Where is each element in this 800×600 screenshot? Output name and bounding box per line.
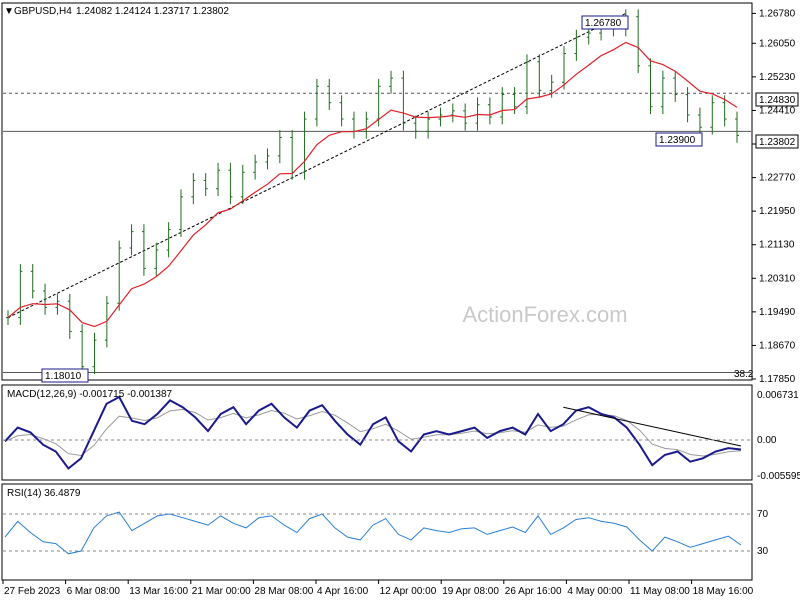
macd-tick-bottom: -0.005595 [757, 471, 800, 482]
price-tick-label: 1.21950 [759, 206, 796, 217]
macd-signal-line [4, 408, 742, 457]
time-axis: 27 Feb 2023 6 Mar 08:00 13 Mar 16:00 21 Mar… [2, 580, 754, 597]
time-tick-label: 21 Mar 00:00 [192, 586, 251, 597]
price-axis: 1.267801.260501.252301.244101.235901.227… [752, 8, 796, 385]
time-tick-label: 4 Apr 16:00 [317, 586, 369, 597]
ohlc-label: 1.24082 1.24124 1.23717 1.23802 [76, 6, 229, 17]
resistance-price-tag: 1.24830 [755, 92, 799, 107]
time-tick-label: 27 Feb 2023 [4, 586, 61, 597]
macd-main-line [4, 395, 742, 470]
time-tick-label: 26 Apr 16:00 [505, 586, 562, 597]
time-tick-label: 19 Apr 08:00 [442, 586, 499, 597]
time-tick-label: 13 Mar 16:00 [129, 586, 188, 597]
price-tick-label: 1.18670 [759, 340, 796, 351]
svg-text:1.18010: 1.18010 [45, 371, 82, 382]
time-tick-label: 11 May 08:00 [630, 586, 690, 597]
support-annotation: 1.23900 [655, 132, 703, 147]
price-panel-frame [1, 2, 753, 381]
rsi-tick-30: 30 [757, 546, 769, 557]
rsi-title: RSI(14) 36.4879 [7, 488, 81, 499]
macd-tick-top: 0.006731 [757, 390, 799, 401]
fib-label: 38.2 [734, 369, 754, 380]
price-candles [6, 9, 739, 375]
time-tick-label: 6 Mar 08:00 [67, 586, 121, 597]
macd-tick-zero: 0.00 [757, 435, 777, 446]
price-tick-label: 1.17850 [759, 374, 796, 385]
price-tick-label: 1.25230 [759, 72, 796, 83]
price-tick-label: 1.19490 [759, 307, 796, 318]
current-price-tag: 1.23802 [755, 134, 799, 149]
svg-text:1.23802: 1.23802 [759, 137, 796, 148]
svg-text:1.24830: 1.24830 [759, 95, 796, 106]
moving-average [7, 41, 738, 328]
time-tick-label: 12 Apr 00:00 [380, 586, 437, 597]
price-tick-label: 1.26050 [759, 38, 796, 49]
price-tick-label: 1.24410 [759, 105, 796, 116]
ema-line [7, 41, 738, 328]
time-tick-label: 18 May 16:00 [693, 586, 754, 597]
rsi-tick-70: 70 [757, 509, 769, 520]
price-tick-label: 1.26780 [759, 8, 796, 19]
time-tick-label: 28 Mar 08:00 [254, 586, 313, 597]
high-annotation: 1.26780 [581, 15, 629, 30]
price-tick-label: 1.20310 [759, 273, 796, 284]
price-tick-label: 1.22770 [759, 173, 796, 184]
watermark: ActionForex.com [462, 302, 627, 327]
price-tick-label: 1.21130 [759, 240, 795, 251]
svg-text:1.23900: 1.23900 [659, 135, 696, 146]
time-tick-label: 4 May 00:00 [567, 586, 622, 597]
horizontal-levels [3, 92, 751, 373]
symbol-label: GBPUSD,H4 [14, 6, 72, 17]
macd-title: MACD(12,26,9) -0.001715 -0.001387 [7, 389, 173, 400]
rsi-line [4, 511, 742, 555]
svg-text:1.26780: 1.26780 [585, 18, 622, 29]
rsi-panel-frame [1, 483, 753, 581]
macd-panel-frame [1, 384, 753, 481]
symbol-triangle-icon: ▼ [4, 6, 14, 17]
rsi-path [4, 511, 742, 555]
low-annotation: 1.18010 [41, 368, 89, 383]
